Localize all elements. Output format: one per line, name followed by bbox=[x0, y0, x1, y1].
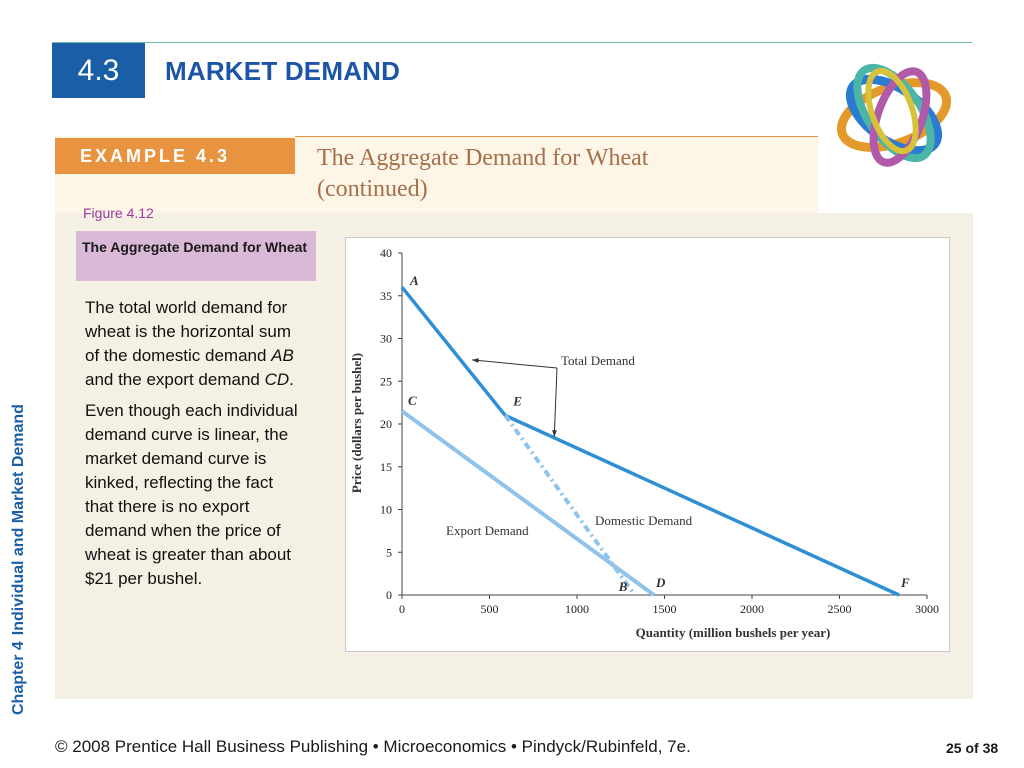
body-text: The total world demand for wheat is the … bbox=[85, 296, 305, 598]
y-tick-label: 20 bbox=[380, 417, 392, 431]
x-tick-label: 1000 bbox=[565, 602, 589, 616]
section-number: 4.3 bbox=[77, 53, 120, 87]
para1-text-c: . bbox=[289, 370, 294, 389]
chapter-title: Individual and Market Demand bbox=[10, 404, 27, 636]
header-rule bbox=[52, 42, 972, 43]
point-label-e: E bbox=[512, 393, 522, 408]
body-paragraph-1: The total world demand for wheat is the … bbox=[85, 296, 305, 392]
chart-ticks: 0 500 1000 1500 2000 2500 3000 0 5 10 15 20 25 30 35 40 bbox=[380, 246, 939, 616]
x-tick-label: 500 bbox=[481, 602, 499, 616]
figure-number: Figure 4.12 bbox=[83, 205, 154, 221]
x-tick-label: 2500 bbox=[828, 602, 852, 616]
page-counter: 25 of 38 bbox=[946, 740, 999, 756]
y-tick-label: 25 bbox=[380, 374, 392, 388]
y-tick-label: 15 bbox=[380, 460, 392, 474]
para1-cd: CD bbox=[264, 370, 290, 389]
example-title: The Aggregate Demand for Wheat (continue… bbox=[317, 143, 648, 205]
point-label-d: D bbox=[655, 575, 666, 590]
section-number-box: 4.3 bbox=[52, 43, 145, 98]
chapter-side-label: Chapter 4 Individual and Market Demand bbox=[10, 325, 28, 715]
y-tick-label: 10 bbox=[380, 503, 392, 517]
example-title-line1: The Aggregate Demand for Wheat bbox=[317, 145, 649, 171]
para1-text-b: and the export demand bbox=[85, 370, 265, 389]
series-line-export-demand bbox=[400, 409, 656, 597]
domestic-demand-annotation: Domestic Demand bbox=[595, 513, 693, 528]
x-tick-label: 0 bbox=[399, 602, 405, 616]
rings-logo-icon bbox=[836, 63, 952, 167]
total-demand-arrow-lower bbox=[553, 367, 558, 437]
total-demand-annotation: Total Demand bbox=[561, 353, 635, 368]
series-line-domestic-demand bbox=[503, 414, 637, 597]
y-tick-label: 35 bbox=[380, 289, 392, 303]
total-demand-arrow-upper bbox=[471, 359, 558, 369]
chart-lines bbox=[400, 286, 900, 597]
x-axis-label: Quantity (million bushels per year) bbox=[636, 625, 831, 640]
export-demand-annotation: Export Demand bbox=[446, 523, 529, 538]
total-demand-arrow-upper-head bbox=[472, 358, 479, 363]
example-divider bbox=[295, 136, 818, 137]
x-tick-label: 3000 bbox=[915, 602, 939, 616]
footer-credit: © 2008 Prentice Hall Business Publishing… bbox=[55, 737, 691, 756]
para1-text-a: The total world demand for wheat is the … bbox=[85, 298, 291, 365]
x-tick-label: 2000 bbox=[740, 602, 764, 616]
y-tick-label: 30 bbox=[380, 332, 392, 346]
point-label-c: C bbox=[408, 393, 417, 408]
chart-axes bbox=[401, 253, 927, 596]
x-tick-label: 1500 bbox=[653, 602, 677, 616]
y-tick-label: 0 bbox=[386, 588, 392, 602]
example-tab: EXAMPLE 4.3 bbox=[55, 138, 295, 174]
series-line-total-demand bbox=[400, 286, 900, 597]
aggregate-demand-chart: 0 500 1000 1500 2000 2500 3000 0 5 10 15 20 25 30 35 40… bbox=[349, 246, 939, 640]
para1-ab: AB bbox=[271, 346, 294, 365]
point-label-b: B bbox=[618, 579, 628, 594]
point-label-a: A bbox=[409, 273, 419, 288]
total-demand-arrow-lower-head bbox=[552, 430, 557, 437]
y-tick-label: 5 bbox=[386, 545, 392, 559]
body-paragraph-2: Even though each individual demand curve… bbox=[85, 401, 298, 588]
y-axis-label: Price (dollars per bushel) bbox=[349, 353, 364, 493]
example-title-line2: (continued) bbox=[317, 176, 428, 202]
chart-point-labels: A E C B D F bbox=[408, 273, 910, 594]
point-label-f: F bbox=[900, 575, 910, 590]
slide-title: MARKET DEMAND bbox=[165, 56, 401, 86]
figure-caption: The Aggregate Demand for Wheat bbox=[76, 231, 316, 281]
chapter-number: Chapter 4 bbox=[10, 641, 27, 715]
y-tick-label: 40 bbox=[380, 246, 392, 260]
